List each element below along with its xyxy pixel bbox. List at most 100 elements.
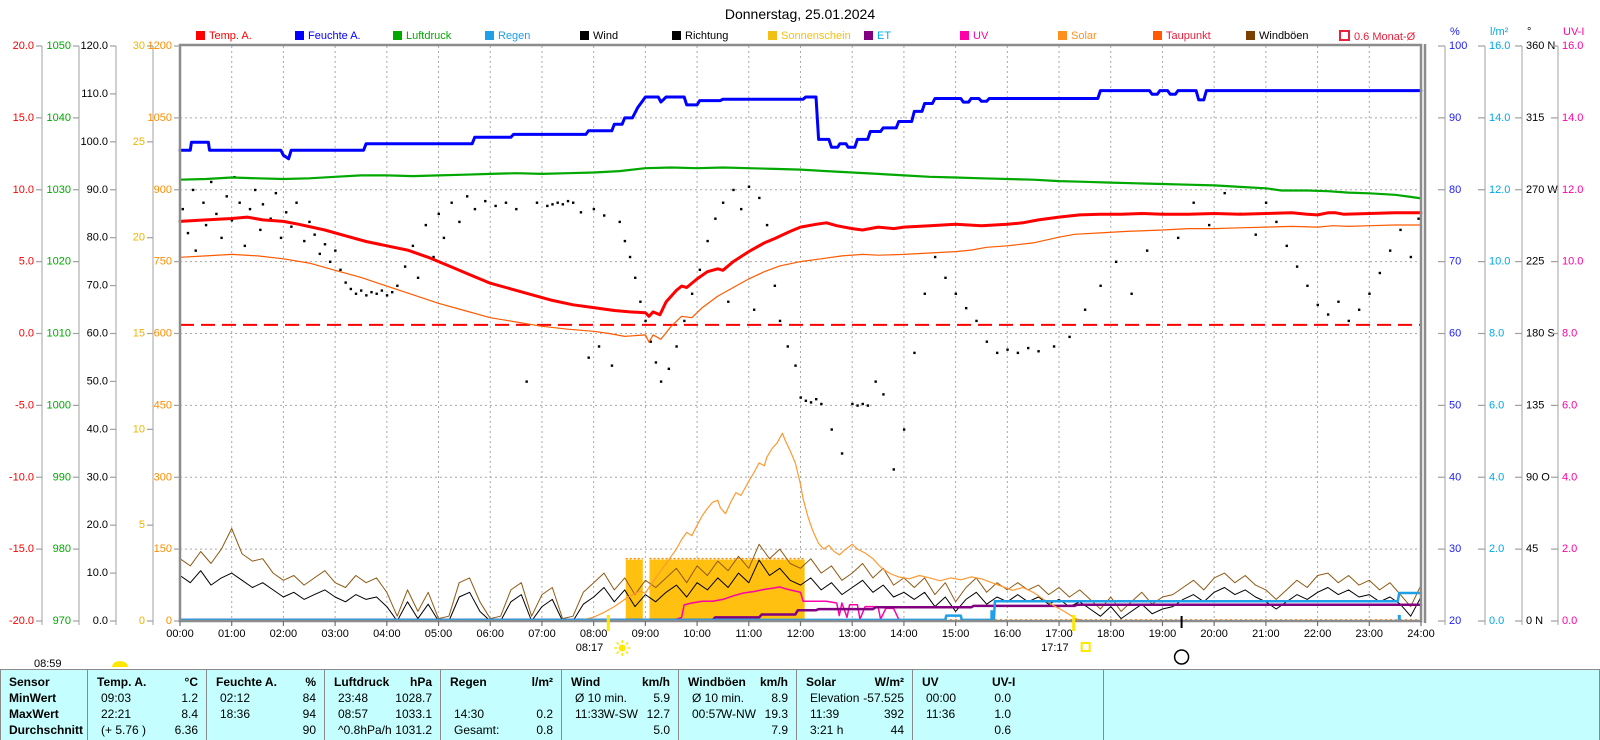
legend-item-windboeen: Windböen <box>1246 30 1309 43</box>
axis-kmh-left: 120.0 110.0 100.0 90.0 80.0 70.0 60.0 50.0 40.0 3… <box>80 40 117 627</box>
svg-text:1200: 1200 <box>148 40 172 52</box>
legend-label: 0.6 Monat-Ø <box>1354 31 1416 43</box>
table-cell: 0.6 <box>994 723 1011 737</box>
svg-text:30: 30 <box>1449 543 1461 555</box>
svg-text:14.0: 14.0 <box>1489 112 1510 124</box>
table-header-cell: MaxWert <box>9 707 59 721</box>
svg-text:60: 60 <box>1449 328 1461 340</box>
legend-label: Luftdruck <box>406 30 452 42</box>
table-cell: 1.2 <box>181 691 198 705</box>
axis-unit-uvi: UV-I <box>1563 26 1585 38</box>
legend-swatch-sonnenschein-icon <box>768 31 777 40</box>
legend-swatch-temp-a-icon <box>196 31 205 40</box>
svg-text:23:00: 23:00 <box>1356 628 1384 640</box>
svg-text:0.0: 0.0 <box>93 615 108 627</box>
series-luftdruck <box>178 166 1423 200</box>
axis-uvi-right: 16.0 14.0 12.0 10.0 8.0 6.0 4.0 2.0 0.0 <box>1551 40 1583 627</box>
table-header-cell: W/m² <box>874 675 904 689</box>
svg-text:0 N: 0 N <box>1526 615 1543 627</box>
table-cell: ^0.8hPa/h <box>338 723 392 737</box>
svg-text:17:17: 17:17 <box>1041 642 1069 654</box>
table-header-cell: Durchschnitt <box>9 723 84 737</box>
legend-swatch-monat-icon <box>1339 30 1350 41</box>
table-cell: 1.0 <box>994 707 1011 721</box>
table-header-cell: Feuchte A. <box>216 675 277 689</box>
svg-text:15: 15 <box>133 328 145 340</box>
svg-text:315: 315 <box>1526 112 1544 124</box>
svg-text:0.0: 0.0 <box>1489 615 1504 627</box>
svg-text:-5.0: -5.0 <box>15 399 34 411</box>
svg-text:90 O: 90 O <box>1526 471 1550 483</box>
svg-text:15.0: 15.0 <box>13 112 34 124</box>
table-divider <box>206 670 207 740</box>
table-cell: W-SW <box>603 707 638 721</box>
legend-label: Wind <box>593 30 619 42</box>
series-windboeen <box>179 528 1422 620</box>
svg-text:17:00: 17:00 <box>1045 628 1073 640</box>
svg-text:04:00: 04:00 <box>373 628 401 640</box>
series-et <box>178 603 1423 622</box>
legend-item-richtung: Richtung <box>672 30 728 43</box>
svg-text:90.0: 90.0 <box>87 184 108 196</box>
table-header-cell: % <box>305 675 316 689</box>
svg-text:1030: 1030 <box>47 184 71 196</box>
legend-label: Regen <box>498 30 531 42</box>
axis-min-left: 30 25 20 15 10 5 0 <box>133 40 154 627</box>
table-header-cell: Regen <box>450 675 487 689</box>
svg-text:22:00: 22:00 <box>1304 628 1332 640</box>
svg-text:750: 750 <box>154 256 172 268</box>
table-header-cell: UV <box>922 675 939 689</box>
svg-text:990: 990 <box>53 471 71 483</box>
svg-text:-20.0: -20.0 <box>9 615 34 627</box>
legend-label: Sonnenschein <box>781 30 851 42</box>
svg-text:0: 0 <box>139 615 145 627</box>
table-cell: 0.0 <box>994 691 1011 705</box>
table-cell: 1028.7 <box>395 691 432 705</box>
svg-text:1040: 1040 <box>47 112 71 124</box>
table-cell: Ø 10 min. <box>575 691 628 705</box>
table-cell: W-NW <box>720 707 756 721</box>
legend-item-monat: 0.6 Monat-Ø <box>1339 30 1415 43</box>
table-cell: 94 <box>302 707 316 721</box>
table-cell: 19.3 <box>764 707 788 721</box>
svg-text:02:00: 02:00 <box>270 628 298 640</box>
svg-text:0.0: 0.0 <box>19 328 34 340</box>
axis-c-left: 20.0 15.0 10.0 5.0 0.0 -5.0 -10.0 -15.0 -20.0 <box>9 40 43 627</box>
svg-text:20: 20 <box>1449 615 1461 627</box>
svg-text:16:00: 16:00 <box>994 628 1022 640</box>
legend-item-taupunkt: Taupunkt <box>1153 30 1211 43</box>
table-header-cell: Solar <box>806 675 837 689</box>
axis-unit-: ° <box>1527 26 1532 38</box>
svg-text:100: 100 <box>1449 40 1467 52</box>
legend-label: ET <box>877 30 892 42</box>
svg-text:20.0: 20.0 <box>13 40 34 52</box>
table-header-cell: l/m² <box>531 675 553 689</box>
legend-item-feuchte-a: Feuchte A. <box>295 30 361 43</box>
legend-item-luftdruck: Luftdruck <box>393 30 451 43</box>
svg-text:70.0: 70.0 <box>87 280 108 292</box>
svg-text:4.0: 4.0 <box>1489 471 1504 483</box>
legend-swatch-et-icon <box>864 31 873 40</box>
axis-unit-: % <box>1450 26 1460 38</box>
table-header-cell: Wind <box>571 675 601 689</box>
table-divider <box>561 670 562 740</box>
svg-text:10.0: 10.0 <box>1489 256 1510 268</box>
svg-text:110.0: 110.0 <box>81 88 108 100</box>
svg-text:18:00: 18:00 <box>1097 628 1125 640</box>
svg-text:01:00: 01:00 <box>218 628 246 640</box>
table-header-cell: km/h <box>641 675 670 689</box>
table-cell: 14:30 <box>454 707 485 721</box>
svg-text:-10.0: -10.0 <box>9 471 34 483</box>
stats-table: Sensor MinWert MaxWert Durchschnitt Temp. A.… <box>0 669 1600 740</box>
table-cell: 0.2 <box>536 707 553 721</box>
legend-swatch-feuchte-a-icon <box>295 31 304 40</box>
svg-text:45: 45 <box>1526 543 1538 555</box>
axis-hpa-left: 1050 1040 1030 1020 1010 1000 990 980 970 <box>47 40 80 627</box>
moonset-icon <box>112 661 128 667</box>
legend-item-wind: Wind <box>580 30 618 43</box>
series-feuchte-a <box>178 89 1423 161</box>
svg-text:6.0: 6.0 <box>1562 399 1577 411</box>
table-cell: 8.4 <box>181 707 198 721</box>
